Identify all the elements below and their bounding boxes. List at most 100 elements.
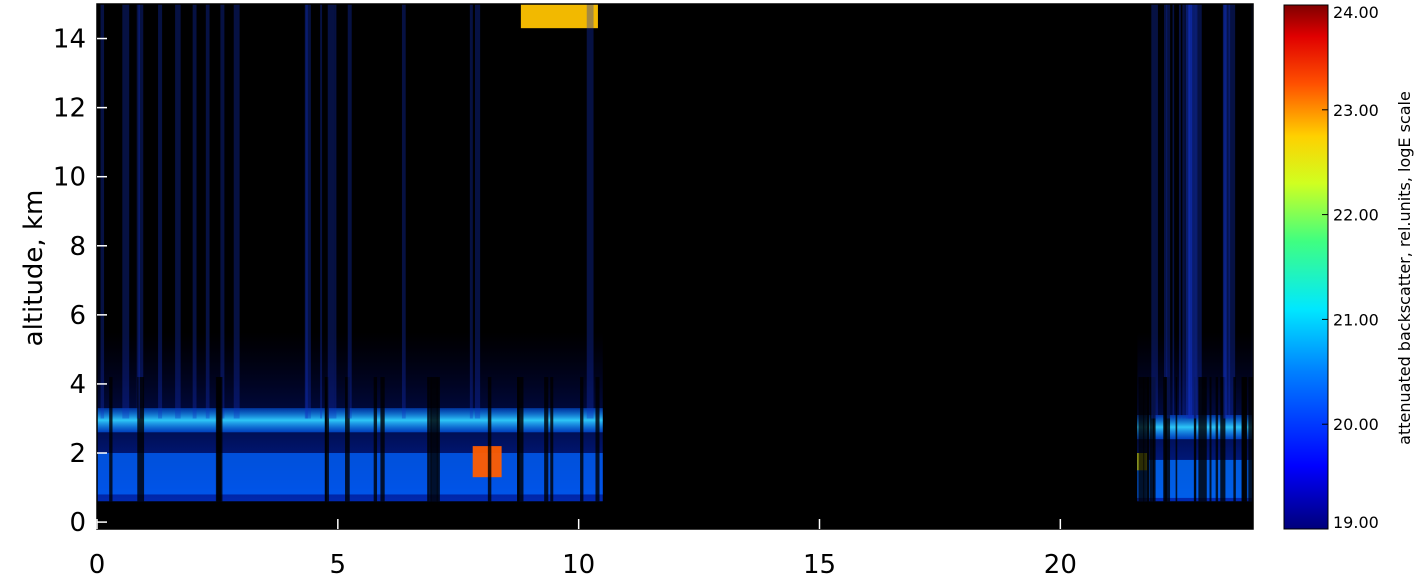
signal-dropout xyxy=(544,377,549,502)
signal-streak xyxy=(1195,4,1202,419)
x-tick-label: 15 xyxy=(803,550,836,580)
signal-dropout xyxy=(324,377,329,502)
colorbar-tick-label: 19.00 xyxy=(1333,513,1379,532)
signal-dropout xyxy=(1220,377,1226,502)
signal-streak xyxy=(136,4,144,419)
y-tick-label: 14 xyxy=(53,25,86,55)
signal-streak xyxy=(138,4,140,419)
x-tick-label: 10 xyxy=(562,550,595,580)
signal-streak xyxy=(586,4,594,419)
signal-dropout xyxy=(550,377,554,502)
signal-dropout xyxy=(1153,377,1156,502)
signal-dropout xyxy=(580,377,584,502)
signal-streak xyxy=(1224,4,1231,419)
signal-streak xyxy=(1190,4,1198,419)
features-layer xyxy=(97,4,1253,529)
signal-streak xyxy=(320,4,323,419)
signal-streak xyxy=(1182,4,1185,419)
signal-streak xyxy=(1185,4,1190,419)
signal-streak xyxy=(334,4,337,419)
signal-dropout xyxy=(1143,377,1147,502)
colorbar-tick-label: 23.00 xyxy=(1333,101,1379,120)
signal-streak xyxy=(220,4,225,419)
colorbar-tick-label: 22.00 xyxy=(1333,206,1379,225)
signal-streak xyxy=(469,4,473,419)
ground-band xyxy=(97,501,1253,529)
cloud-mark xyxy=(520,4,598,29)
signal-streak xyxy=(1228,4,1236,419)
cloud-mark xyxy=(472,446,502,478)
y-tick-label: 4 xyxy=(69,370,86,400)
signal-streak xyxy=(1188,4,1191,419)
signal-streak xyxy=(474,4,481,419)
colorbar: 19.00 20.00 21.00 22.00 23.00 24.00 attenuate… xyxy=(1283,3,1414,532)
colorbar-tick-label: 20.00 xyxy=(1333,415,1379,434)
signal-streak xyxy=(1166,4,1171,419)
signal-streak xyxy=(158,4,163,419)
y-tick-label: 8 xyxy=(69,232,86,262)
signal-dropout xyxy=(1215,377,1219,502)
signal-dropout xyxy=(1201,377,1207,502)
signal-dropout xyxy=(487,377,492,502)
signal-dropout xyxy=(216,377,223,502)
signal-streak xyxy=(122,4,130,419)
y-tick-label: 10 xyxy=(53,163,86,193)
signal-dropout xyxy=(517,377,524,502)
y-axis-label: altitude, km xyxy=(19,190,49,347)
signal-streak xyxy=(1185,4,1193,419)
signal-streak xyxy=(175,4,181,419)
signal-streak xyxy=(100,4,105,419)
signal-dropout xyxy=(373,377,378,502)
colorbar-tick-label: 24.00 xyxy=(1333,3,1379,22)
signal-streak xyxy=(205,4,210,419)
signal-streak xyxy=(233,4,240,419)
signal-dropout xyxy=(1248,377,1253,502)
x-tick-label: 0 xyxy=(89,550,106,580)
signal-streak xyxy=(327,4,335,419)
plot-frame xyxy=(96,3,1254,530)
signal-dropout xyxy=(1241,377,1244,502)
boundary-layer-mark xyxy=(97,453,603,495)
signal-dropout xyxy=(1150,377,1155,502)
signal-streak xyxy=(1223,4,1228,419)
colorbar-ticks: 19.00 20.00 21.00 22.00 23.00 24.00 xyxy=(1322,3,1379,532)
signal-dropout xyxy=(1233,377,1236,502)
signal-dropout xyxy=(427,377,430,502)
signal-dropout xyxy=(1209,377,1212,502)
signal-dropout xyxy=(380,377,385,502)
signal-dropout xyxy=(1198,377,1202,502)
signal-streak xyxy=(192,4,197,419)
x-tick-label: 5 xyxy=(330,550,347,580)
signal-dropout xyxy=(345,377,350,502)
signal-streak xyxy=(1164,4,1168,419)
signal-streak xyxy=(1178,4,1181,419)
signal-streak xyxy=(1222,4,1227,419)
plot-area xyxy=(97,4,1253,529)
signal-dropout xyxy=(1147,377,1150,502)
y-axis: 0 2 4 6 8 10 12 14 xyxy=(53,25,107,538)
y-tick-label: 12 xyxy=(53,94,86,124)
signal-streak xyxy=(401,4,406,419)
signal-streak xyxy=(304,4,308,419)
signal-dropout xyxy=(595,377,600,502)
signal-streak xyxy=(1188,4,1192,419)
signal-dropout xyxy=(429,377,432,502)
signal-streak xyxy=(305,4,311,419)
y-tick-label: 6 xyxy=(69,301,86,331)
colorbar-bar xyxy=(1283,4,1329,530)
signal-dropout xyxy=(1193,377,1196,502)
signal-streak xyxy=(1188,4,1196,419)
signal-dropout xyxy=(1242,377,1248,502)
signal-dropout xyxy=(109,377,113,502)
signal-streak xyxy=(1172,4,1175,419)
y-tick-label: 0 xyxy=(69,508,86,538)
signal-dropout xyxy=(430,377,438,502)
signal-dropout xyxy=(1175,377,1178,502)
signal-dropout xyxy=(1163,377,1167,502)
x-axis: 0 5 10 15 20 xyxy=(89,519,1077,580)
signal-dropout xyxy=(436,377,440,502)
signal-streak xyxy=(1151,4,1158,419)
signal-dropout xyxy=(1164,377,1171,502)
colorbar-label: attenuated backscatter, rel.units, logE … xyxy=(1395,91,1414,445)
